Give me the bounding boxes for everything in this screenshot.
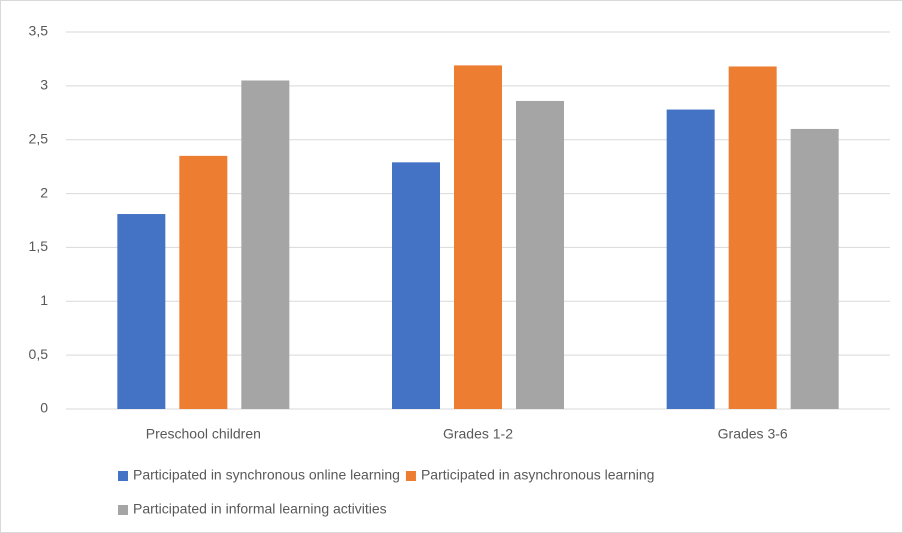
legend-swatch <box>118 471 128 481</box>
bar <box>454 65 502 410</box>
y-tick-label: 2 <box>40 184 48 200</box>
y-tick-label: 0 <box>40 400 48 416</box>
bar <box>790 128 839 409</box>
bar <box>117 214 166 409</box>
y-tick-label: 2,5 <box>29 130 49 146</box>
bar <box>179 155 228 409</box>
bar <box>666 109 715 409</box>
legend-swatch <box>405 471 416 481</box>
x-tick-label: Grades 1-2 <box>443 426 513 442</box>
bar <box>392 162 440 409</box>
x-tick-label: Grades 3-6 <box>718 426 788 442</box>
bar <box>241 80 290 409</box>
legend-label: Participated in asynchronous learning <box>421 467 654 483</box>
x-tick-label: Preschool children <box>146 426 261 442</box>
y-tick-label: 1,5 <box>29 238 49 254</box>
legend-label: Participated in synchronous online learn… <box>133 467 400 483</box>
legend-swatch <box>118 505 128 515</box>
legend-label: Participated in informal learning activi… <box>133 501 387 517</box>
y-tick-label: 3 <box>40 77 48 93</box>
y-tick-label: 3,5 <box>29 23 49 39</box>
bar <box>516 100 564 410</box>
bar <box>728 66 777 410</box>
y-tick-label: 1 <box>40 292 48 308</box>
y-tick-label: 0,5 <box>29 346 49 362</box>
